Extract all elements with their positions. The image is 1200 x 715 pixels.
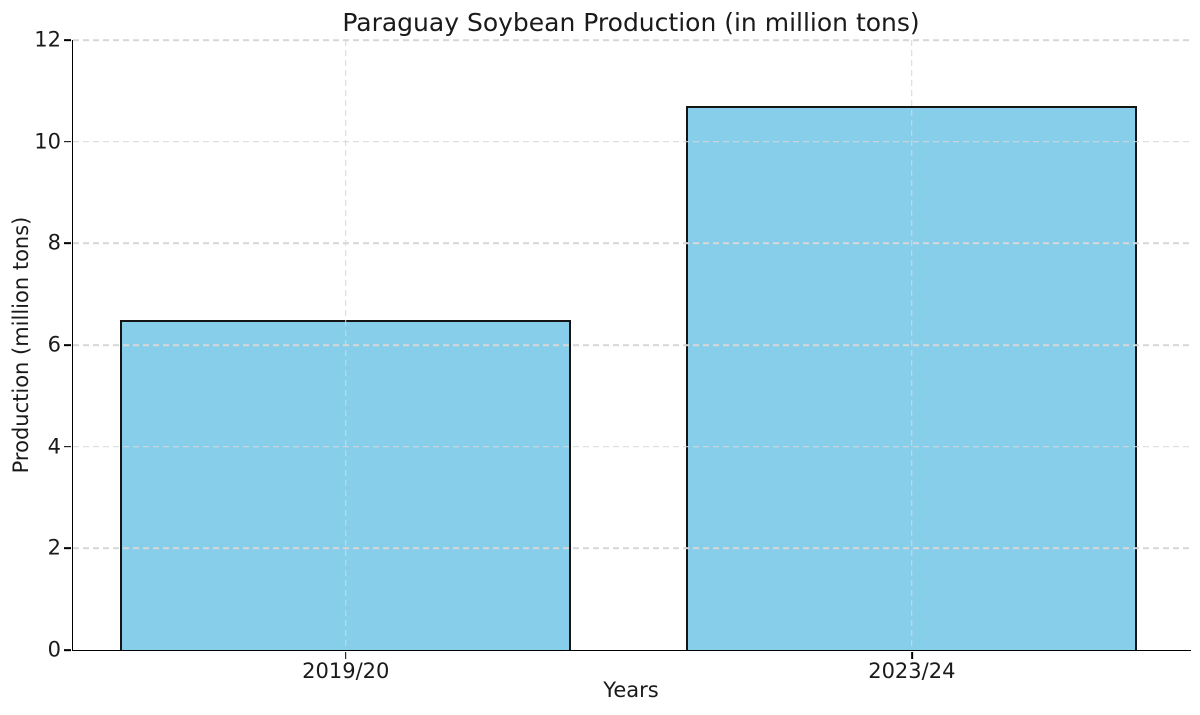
y-tick-mark bbox=[64, 39, 72, 41]
y-tick-mark bbox=[64, 140, 72, 143]
x-tick-label: 2019/20 bbox=[302, 659, 390, 683]
y-tick-mark bbox=[64, 445, 72, 448]
y-tick-label: 0 bbox=[47, 637, 61, 662]
y-tick-label: 12 bbox=[34, 27, 61, 52]
x-tick-mark bbox=[344, 651, 347, 659]
bar bbox=[686, 106, 1138, 650]
y-axis-label: Production (million tons) bbox=[9, 216, 33, 474]
y-tick-label: 2 bbox=[47, 535, 61, 560]
y-tick-mark bbox=[64, 344, 72, 346]
y-tick-label: 8 bbox=[47, 230, 61, 255]
x-tick-label: 2023/24 bbox=[868, 659, 956, 683]
x-axis-label: Years bbox=[603, 678, 659, 702]
h-gridline bbox=[73, 39, 1191, 41]
x-tick-mark bbox=[910, 651, 913, 659]
y-tick-mark bbox=[64, 649, 72, 651]
chart-title: Paraguay Soybean Production (in million … bbox=[342, 8, 920, 37]
y-tick-label: 6 bbox=[47, 332, 61, 357]
plot-area: 0 2 4 6 8 10 12 2019/20 2023/24 bbox=[34, 29, 1191, 682]
y-tick-label: 4 bbox=[47, 434, 61, 459]
y-tick-mark bbox=[64, 242, 72, 245]
bar bbox=[120, 319, 572, 650]
y-tick-mark bbox=[64, 547, 72, 550]
y-tick-label: 10 bbox=[34, 129, 61, 154]
